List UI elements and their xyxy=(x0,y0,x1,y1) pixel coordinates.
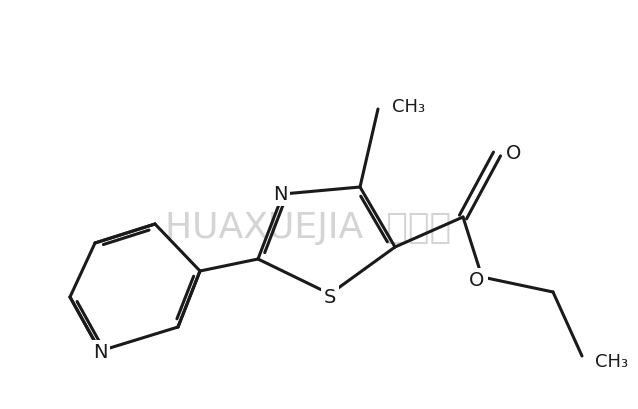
Text: N: N xyxy=(93,343,107,362)
Text: CH₃: CH₃ xyxy=(595,352,628,370)
Text: O: O xyxy=(470,271,485,290)
Text: S: S xyxy=(324,288,336,307)
Text: CH₃: CH₃ xyxy=(392,98,425,116)
Text: N: N xyxy=(273,185,287,204)
Text: O: O xyxy=(506,144,521,163)
Text: HUAXUEJIA  化学加: HUAXUEJIA 化学加 xyxy=(165,211,451,245)
